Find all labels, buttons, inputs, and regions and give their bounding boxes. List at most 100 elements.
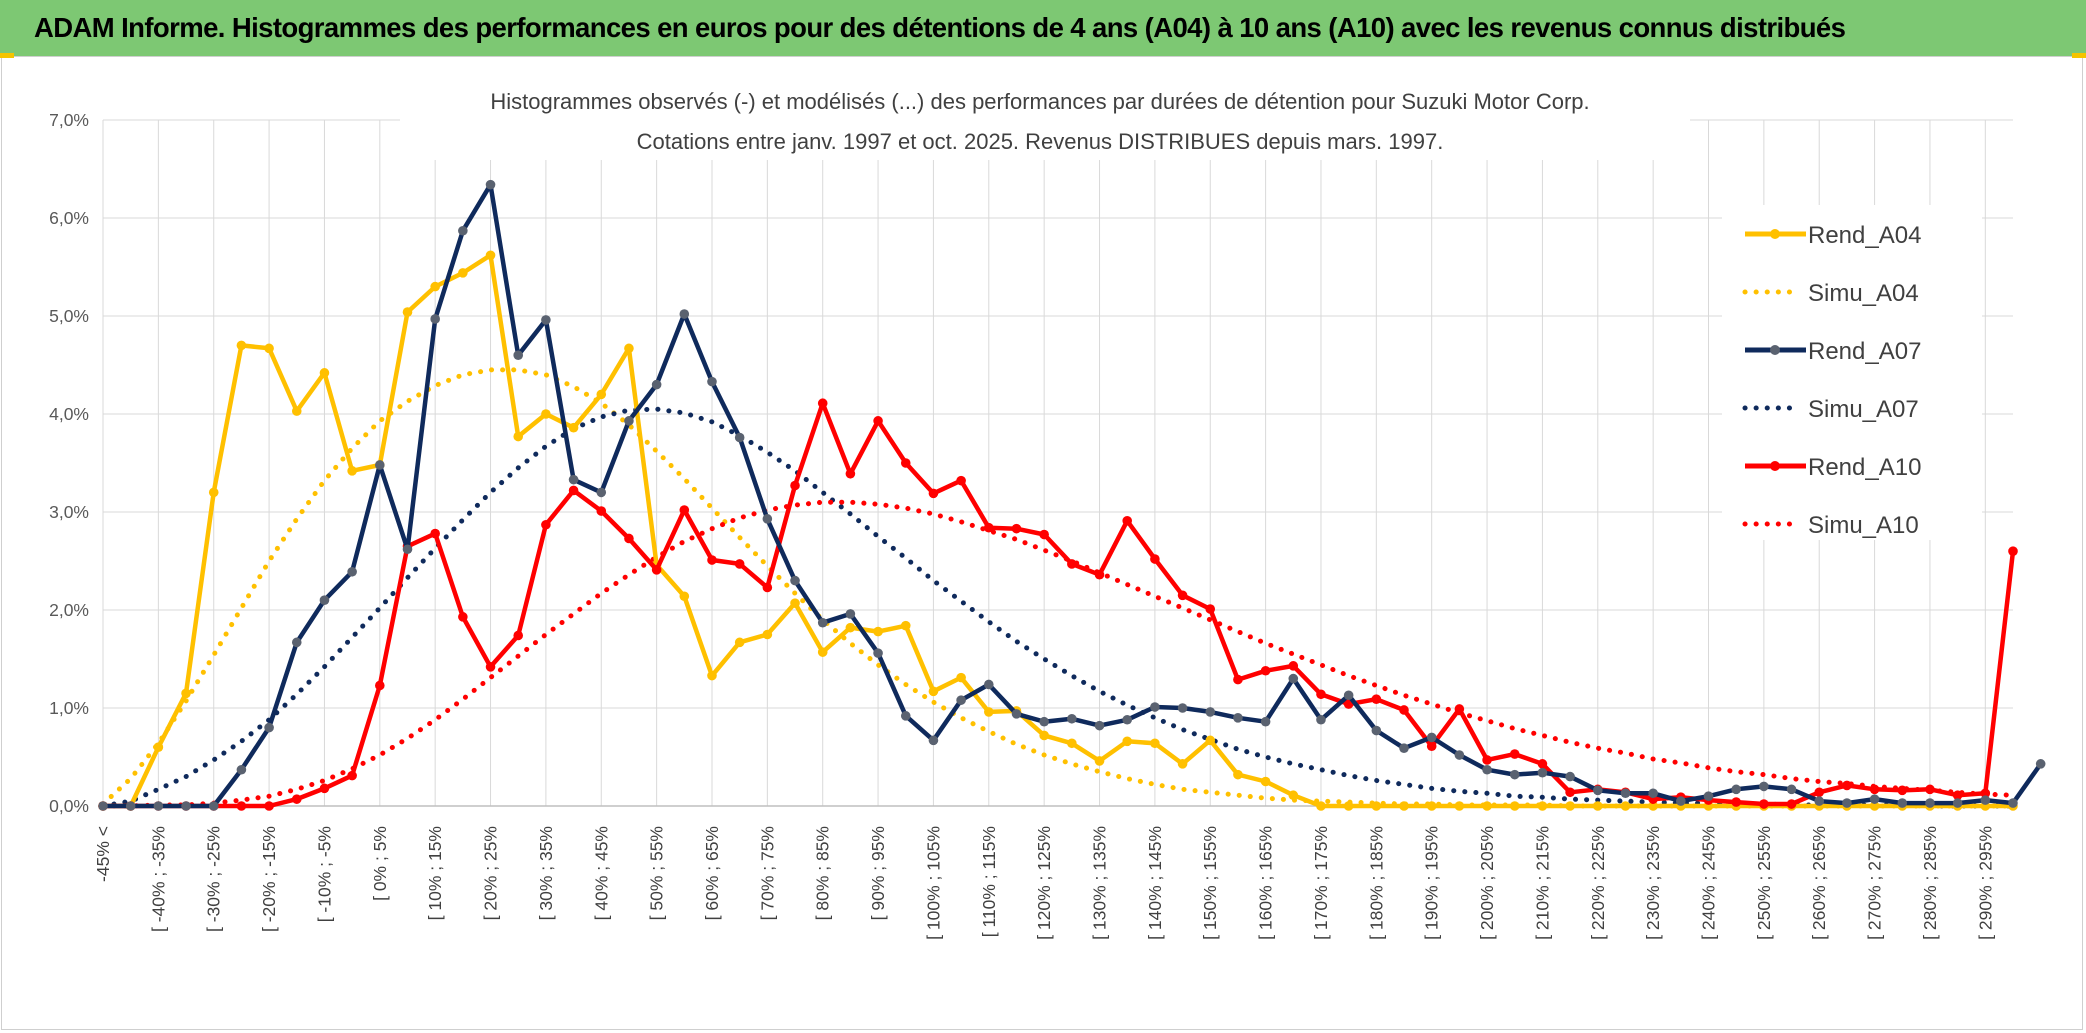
data-point: [513, 350, 524, 361]
data-point: [762, 582, 773, 593]
data-point: [983, 522, 994, 533]
data-point: [153, 742, 164, 752]
data-point: [1316, 689, 1326, 700]
data-point: [956, 672, 966, 683]
data-point: [375, 460, 385, 470]
data-point: [291, 794, 302, 804]
x-tick-label: [ 60% ; 65%: [702, 826, 722, 920]
data-point: [1371, 801, 1382, 811]
x-tick-label: [ 190% ; 195%: [1422, 826, 1442, 940]
data-point: [1039, 730, 1049, 741]
data-point: [402, 307, 413, 317]
data-point: [1316, 801, 1326, 811]
data-point: [1925, 798, 1935, 808]
y-tick-label: 2,0%: [49, 600, 89, 620]
data-point: [679, 591, 690, 602]
data-point: [1122, 714, 1133, 725]
x-tick-label: [ 280% ; 285%: [1920, 826, 1940, 940]
data-point: [734, 559, 745, 569]
data-point: [928, 686, 939, 697]
y-tick-label: 6,0%: [49, 208, 89, 228]
data-point: [1537, 759, 1548, 769]
y-tick-label: 3,0%: [49, 502, 89, 522]
data-point: [1260, 716, 1271, 727]
data-point: [1842, 798, 1852, 808]
data-point: [624, 416, 634, 426]
data-point: [347, 466, 357, 476]
data-point: [1260, 665, 1271, 676]
data-point: [1648, 801, 1658, 811]
x-axis: -45% < [ -40% ; -35% [ -30% ; -25% [ -20% ;…: [93, 805, 2013, 940]
data-point: [1094, 569, 1105, 580]
data-point: [541, 409, 551, 419]
data-point: [153, 801, 164, 811]
data-point: [1814, 796, 1825, 806]
data-point: [1426, 741, 1437, 752]
data-point: [1925, 784, 1935, 795]
data-point: [1482, 801, 1492, 811]
x-tick-label: [ 250% ; 255%: [1754, 826, 1774, 940]
data-point: [817, 647, 828, 657]
data-point: [2008, 546, 2018, 556]
x-tick-label: [ 90% ; 95%: [868, 826, 888, 920]
data-point: [1371, 694, 1382, 704]
data-point: [845, 622, 856, 633]
data-point: [651, 379, 662, 390]
data-point: [1703, 791, 1714, 801]
data-point: [1869, 784, 1880, 795]
data-point: [707, 376, 717, 387]
data-point: [375, 680, 385, 691]
y-tick-label: 0,0%: [49, 796, 89, 816]
data-point: [1122, 736, 1133, 747]
data-point: [1288, 790, 1299, 801]
x-tick-label: [ 230% ; 235%: [1643, 826, 1663, 940]
x-tick-label: [ 140% ; 145%: [1145, 826, 1165, 940]
data-point: [1233, 769, 1243, 780]
x-tick-label: [ 150% ; 155%: [1200, 826, 1220, 940]
data-point: [1039, 716, 1049, 727]
data-point: [1537, 801, 1548, 811]
data-point: [1177, 759, 1188, 769]
legend-label: Rend_A10: [1808, 454, 1921, 481]
data-point: [790, 480, 800, 491]
x-tick-label: [ 80% ; 85%: [813, 826, 833, 920]
data-point: [430, 314, 440, 324]
x-tick-label: [ 20% ; 25%: [481, 826, 501, 920]
data-point: [1897, 785, 1908, 796]
chart-title-background: [400, 80, 1690, 160]
data-point: [1565, 787, 1575, 798]
data-point: [1316, 714, 1326, 725]
x-tick-label: [ 70% ; 75%: [757, 826, 777, 920]
data-point: [1786, 784, 1797, 795]
data-point: [513, 630, 524, 641]
data-point: [458, 268, 468, 278]
data-point: [430, 528, 440, 539]
header-banner: ADAM Informe. Histogrammes des performan…: [0, 0, 2086, 56]
series-rend-a07: [98, 179, 2046, 811]
data-point: [485, 179, 496, 190]
x-tick-label: [ 40% ; 45%: [591, 826, 611, 920]
data-point: [1676, 796, 1686, 806]
data-point: [900, 711, 911, 721]
data-point: [596, 389, 607, 400]
data-point: [845, 468, 856, 479]
legend: Rend_A04 Simu_A04 Rend_A07 Simu_A07 Rend_A10…: [1722, 205, 1982, 540]
data-point: [1980, 788, 1991, 799]
page-title: ADAM Informe. Histogrammes des performan…: [34, 12, 1846, 43]
data-point: [1039, 529, 1049, 540]
data-point: [1233, 713, 1243, 723]
data-point: [762, 514, 773, 524]
data-point: [762, 629, 773, 640]
data-point: [1454, 801, 1465, 811]
data-point: [1260, 776, 1271, 787]
data-point: [181, 688, 191, 699]
data-point: [817, 617, 828, 628]
data-point: [1426, 801, 1437, 811]
data-point: [125, 801, 136, 811]
x-tick-label: [ 30% ; 35%: [536, 826, 556, 920]
data-point: [1482, 755, 1492, 765]
data-point: [1980, 795, 1991, 805]
data-point: [236, 764, 247, 775]
data-point: [1565, 801, 1575, 811]
legend-marker: [1770, 345, 1780, 355]
